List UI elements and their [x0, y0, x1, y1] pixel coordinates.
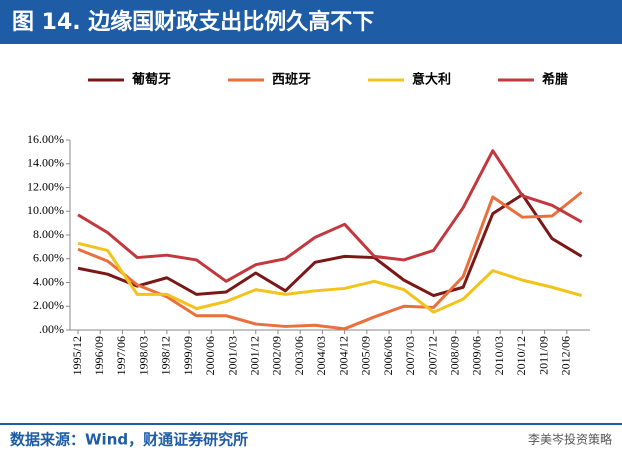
x-tick-label: 2002/09: [270, 336, 284, 375]
x-tick-label: 2004/03: [314, 336, 328, 375]
x-tick-label: 1998/03: [136, 336, 150, 375]
legend-label: 希腊: [542, 72, 568, 88]
x-tick-label: 2007/03: [403, 336, 417, 375]
y-tick-label: 8.00%: [33, 227, 64, 241]
source: 数据来源：Wind，财通证券研究所: [10, 431, 248, 449]
x-tick-label: 1997/06: [114, 336, 128, 375]
title-banner: [0, 0, 622, 44]
y-tick-label: 16.00%: [27, 132, 64, 146]
x-tick-label: 2007/12: [425, 336, 439, 375]
legend-label: 西班牙: [272, 72, 311, 88]
x-tick-label: 2010/03: [492, 336, 506, 375]
x-tick-label: 2004/12: [336, 336, 350, 375]
x-tick-label: 2011/09: [536, 336, 550, 375]
x-tick-label: 2005/09: [359, 336, 373, 375]
x-tick-label: 2001/12: [248, 336, 262, 375]
y-tick-label: 6.00%: [33, 251, 64, 265]
series-line: [77, 241, 583, 314]
legend-label: 意大利: [412, 72, 451, 88]
y-tick-label: 14.00%: [27, 156, 64, 170]
y-tick-label: 10.00%: [27, 203, 64, 217]
watermark: 李美岑投资策略: [528, 432, 612, 447]
y-tick-label: 2.00%: [33, 298, 64, 312]
y-tick-label: .00%: [39, 322, 64, 336]
y-tick-label: 12.00%: [27, 179, 64, 193]
y-tick-label: 4.00%: [33, 274, 64, 288]
legend-label: 葡萄牙: [131, 72, 171, 88]
x-tick-label: 2008/09: [447, 336, 461, 375]
x-tick-label: 1996/09: [92, 336, 106, 375]
x-tick-label: 2000/06: [203, 336, 217, 375]
x-tick-label: 2009/06: [470, 336, 484, 375]
chart-title: 图 14. 边缘国财政支出比例久高不下: [12, 9, 374, 35]
x-tick-label: 1998/12: [159, 336, 173, 375]
x-tick-label: 1995/12: [70, 336, 84, 375]
x-tick-label: 2003/06: [292, 336, 306, 375]
x-tick-label: 2006/06: [381, 336, 395, 375]
x-tick-label: 1999/09: [181, 336, 195, 375]
x-tick-label: 2001/03: [225, 336, 239, 375]
series-line: [77, 149, 583, 283]
series-line: [77, 193, 583, 298]
x-tick-label: 2010/12: [514, 336, 528, 375]
x-tick-label: 2012/06: [559, 336, 573, 375]
